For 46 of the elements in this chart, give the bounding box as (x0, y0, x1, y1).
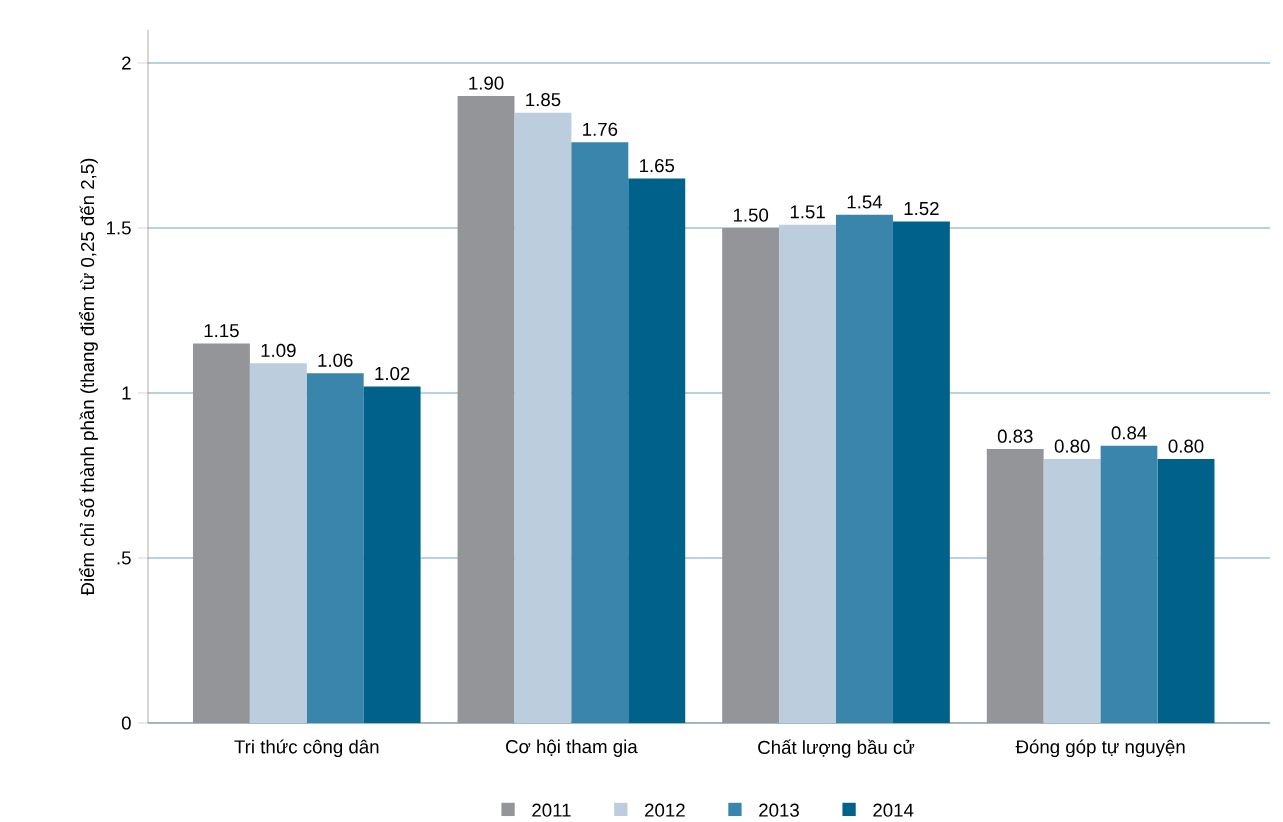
data-label: 1.76 (583, 122, 618, 136)
bar (1043, 459, 1101, 723)
y-tick-label: 1.5 (106, 221, 131, 235)
data-label: 1.50 (733, 208, 769, 222)
data-label: 1.15 (204, 324, 239, 338)
y-tick-label: 0 (121, 716, 131, 730)
bar (722, 228, 780, 723)
data-label: 1.52 (904, 201, 939, 216)
bar (1100, 445, 1158, 723)
data-label: 1.02 (375, 366, 410, 381)
bar (457, 96, 515, 723)
y-tick-label: 1 (122, 386, 131, 400)
bar (986, 449, 1044, 723)
legend-label: 2013 (759, 803, 799, 817)
x-tick-label: Tri thức công dân (234, 739, 379, 758)
data-label: 1.06 (318, 353, 353, 367)
data-label: 0.83 (997, 429, 1033, 443)
data-label: 1.54 (847, 195, 883, 209)
bar (628, 178, 686, 723)
y-tick-label: 2 (122, 56, 131, 70)
bar (571, 142, 629, 723)
legend-label: 2014 (873, 803, 914, 817)
x-tick-label: Chất lượng bầu cử (758, 739, 915, 758)
y-axis-title: Điểm chỉ số thành phần (thang điểm từ 0,25 đến 2,5) (78, 158, 98, 596)
x-tick-label: Cơ hội tham gia (506, 739, 638, 757)
bar (1157, 459, 1215, 723)
bar (836, 214, 893, 723)
bar (363, 386, 421, 723)
legend-label: 2011 (532, 803, 571, 817)
data-label: 0.80 (1054, 439, 1090, 453)
legend-label: 2012 (645, 803, 685, 817)
bar (514, 112, 572, 723)
data-label: 1.09 (261, 343, 296, 358)
bar (306, 373, 364, 723)
data-label: 1.65 (640, 159, 675, 173)
data-label: 1.51 (790, 205, 825, 219)
bar (249, 363, 307, 723)
data-label: 1.90 (469, 76, 504, 90)
x-tick-label: Đóng góp tự nguyện (1015, 739, 1185, 758)
bar (192, 343, 250, 723)
y-tick-label: .5 (117, 551, 131, 565)
data-label: 0.84 (1111, 426, 1147, 440)
bar (779, 224, 837, 723)
data-label: 1.85 (526, 93, 561, 107)
data-label: 0.80 (1168, 439, 1204, 453)
bar (892, 221, 950, 723)
